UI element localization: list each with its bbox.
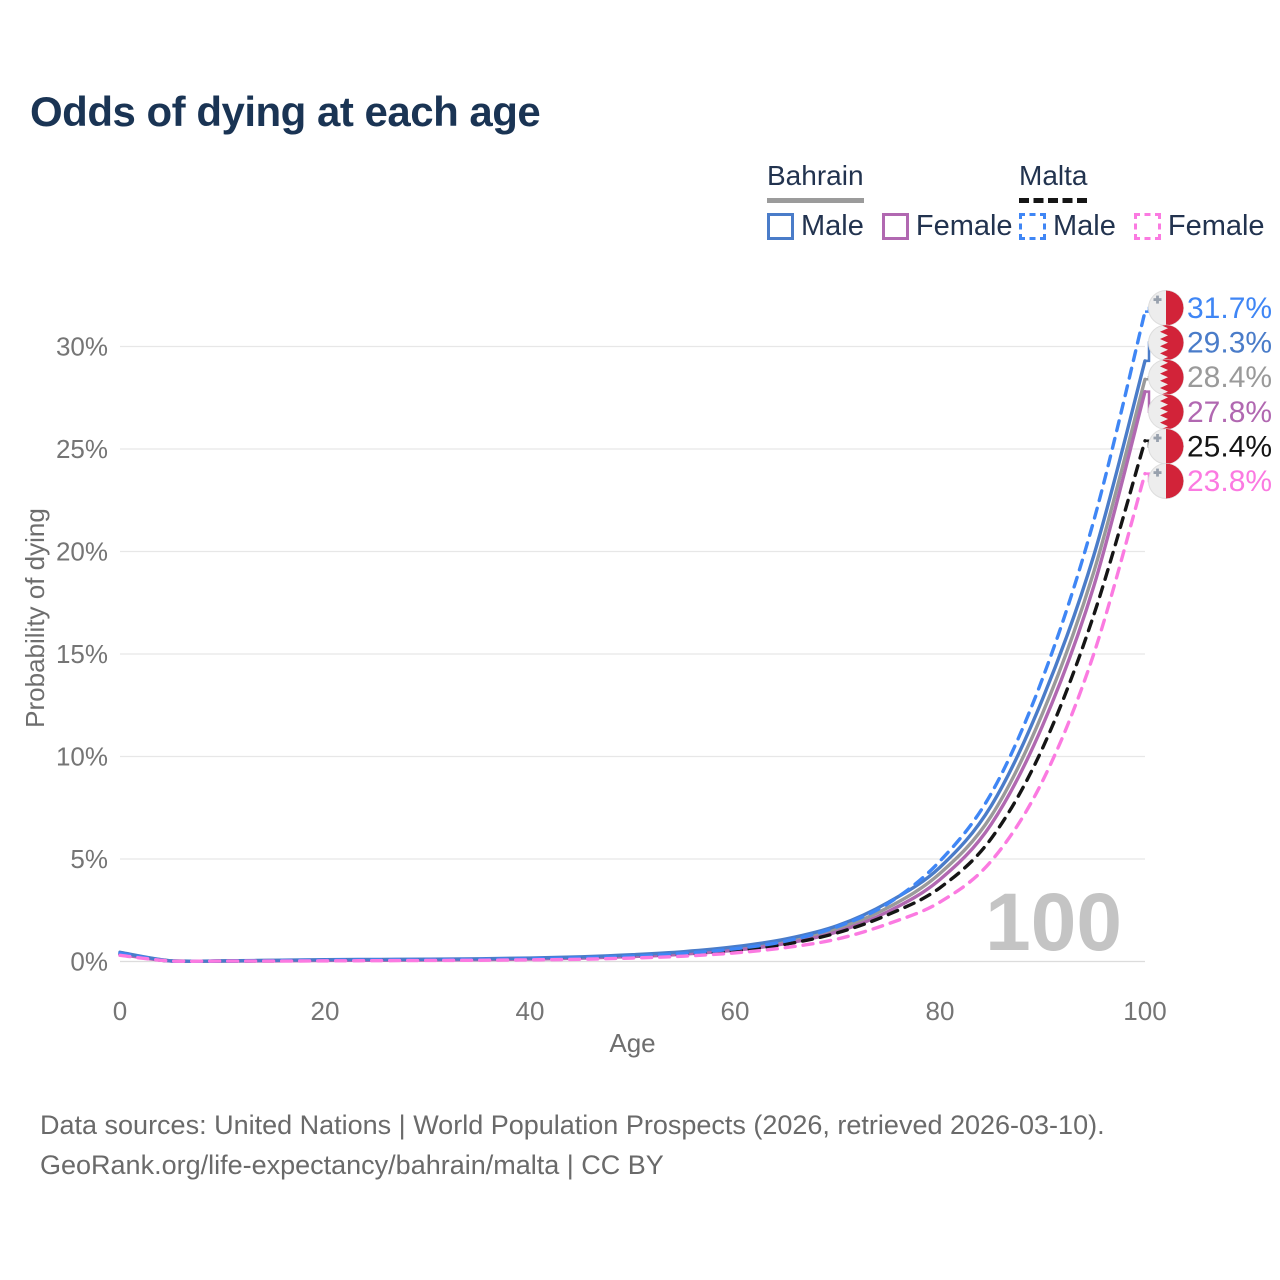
end-value-label-malta-female: 23.8% bbox=[1187, 465, 1272, 498]
x-tick-label: 100 bbox=[1123, 996, 1166, 1026]
end-value-label-malta-total: 25.4% bbox=[1187, 430, 1272, 463]
x-tick-label: 40 bbox=[516, 996, 545, 1026]
end-value-label-bahrain-male: 29.3% bbox=[1187, 327, 1272, 360]
bahrain-flag-icon bbox=[1148, 324, 1184, 361]
legend-group-bahrain: Bahrain Male Female bbox=[767, 160, 1013, 243]
data-sources-footer: Data sources: United Nations | World Pop… bbox=[40, 1105, 1105, 1185]
x-tick-label: 60 bbox=[721, 996, 750, 1026]
footer-line-2: GeoRank.org/life-expectancy/bahrain/malt… bbox=[40, 1150, 664, 1180]
y-tick-label: 0% bbox=[70, 947, 108, 977]
legend-country-malta: Malta bbox=[1019, 160, 1088, 203]
series-line-malta-male bbox=[118, 309, 1147, 963]
legend-country-bahrain: Bahrain bbox=[767, 160, 864, 203]
y-tick-label: 25% bbox=[56, 434, 108, 464]
age-counter-watermark: 100 bbox=[985, 877, 1122, 968]
legend-item-bahrain-female[interactable]: Female bbox=[881, 210, 1013, 243]
x-tick-label: 20 bbox=[311, 996, 340, 1026]
legend-group-malta: Malta Male Female bbox=[1019, 160, 1265, 243]
series-line-bahrain-total bbox=[118, 377, 1147, 963]
end-value-label-bahrain-female: 27.8% bbox=[1187, 396, 1272, 429]
x-axis-title: Age bbox=[609, 1028, 655, 1058]
legend-item-label: Female bbox=[915, 210, 1013, 242]
malta-flag-icon bbox=[1148, 463, 1184, 499]
y-tick-label: 15% bbox=[56, 639, 108, 669]
y-tick-label: 20% bbox=[56, 537, 108, 567]
malta-flag-icon bbox=[1148, 290, 1184, 326]
legend-item-malta-female[interactable]: Female bbox=[1133, 210, 1265, 243]
series-line-malta-female bbox=[118, 471, 1147, 963]
legend: Bahrain Male Female Malta Male Female bbox=[0, 0, 1280, 250]
legend-item-label: Male bbox=[801, 210, 864, 242]
bahrain-flag-icon bbox=[1148, 393, 1184, 430]
legend-item-malta-male[interactable]: Male bbox=[1019, 210, 1116, 243]
end-value-label-bahrain-total: 28.4% bbox=[1187, 361, 1272, 394]
legend-item-label: Male bbox=[1053, 210, 1116, 242]
series-line-bahrain-male bbox=[118, 359, 1147, 963]
x-tick-label: 80 bbox=[926, 996, 955, 1026]
malta-male-swatch-icon bbox=[1019, 213, 1046, 240]
x-tick-label: 0 bbox=[113, 996, 127, 1026]
y-axis-title: Probability of dying bbox=[20, 508, 50, 728]
malta-female-swatch-icon bbox=[1133, 213, 1161, 240]
bahrain-flag-icon bbox=[1148, 359, 1184, 396]
footer-line-1: Data sources: United Nations | World Pop… bbox=[40, 1110, 1105, 1140]
y-tick-label: 10% bbox=[56, 742, 108, 772]
page-title: Odds of dying at each age bbox=[30, 88, 541, 135]
end-value-label-malta-male: 31.7% bbox=[1187, 292, 1272, 325]
bahrain-female-swatch-icon bbox=[881, 213, 909, 240]
y-tick-label: 30% bbox=[56, 332, 108, 362]
y-tick-label: 5% bbox=[70, 844, 108, 874]
malta-flag-icon bbox=[1148, 428, 1184, 465]
legend-item-label: Female bbox=[1167, 210, 1265, 242]
series-line-bahrain-female bbox=[118, 389, 1147, 963]
legend-item-bahrain-male[interactable]: Male bbox=[767, 210, 864, 243]
bahrain-male-swatch-icon bbox=[767, 213, 794, 240]
